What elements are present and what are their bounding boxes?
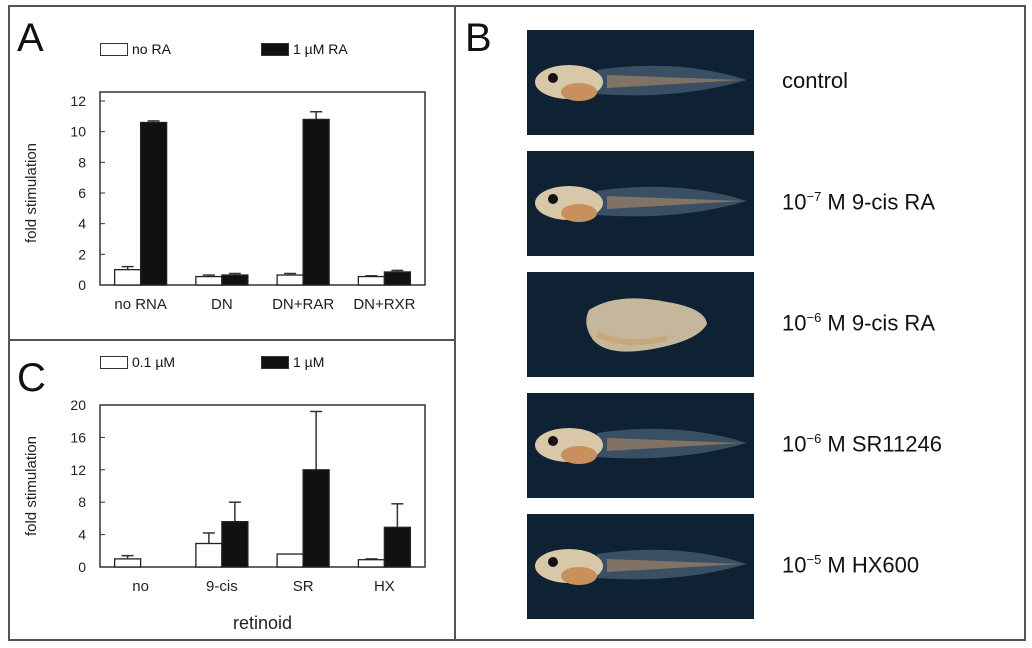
y-tick-label: 4 [78,527,86,543]
label-base: 10 [782,431,807,457]
bar-no-RA-DN [195,275,223,286]
y-tick-label: 12 [70,93,86,109]
deformed-tadpole-icon [586,298,707,352]
bar-1-µM-SR [302,469,330,568]
x-tick-label: no [132,578,149,595]
legend-a-no-ra: no RA [100,41,171,57]
label-treatment: M 9-cis RA [821,189,935,215]
plot-frame [99,91,426,286]
tadpole-photo [527,151,754,256]
bar-0.1-µM-no [113,558,142,568]
x-tick-label: 9-cis [206,578,238,595]
bar-0.1-µM-9-cis [195,542,223,568]
tadpole-icon [535,549,747,585]
bar-1-µM-RA-DN+RXR [383,271,412,286]
y-tick-label: 2 [78,246,86,262]
x-tick-label: HX [374,578,395,595]
tadpole-photo [527,30,754,135]
plot-frame [99,404,426,568]
x-tick-label: DN [211,296,233,313]
x-tick-label: DN+RAR [272,296,334,313]
y-tick-label: 10 [70,124,86,140]
legend-label: 0.1 µM [132,354,176,370]
photo-label: 10−6 M 9-cis RA [782,310,935,336]
legend-label: 1 µM [293,354,325,370]
label-exponent: −5 [806,552,822,567]
photo-label: 10−6 M SR11246 [782,431,942,457]
chart-c: 0 4 8 12 16 20 fold stimulation no 9-cis SR HX reti… [23,397,426,633]
x-tick-label: SR [293,578,314,595]
legend-label: 1 µM RA [293,41,348,57]
panel-divider-horizontal [8,339,455,341]
panel-b-letter: B [465,16,492,60]
label-exponent: −6 [806,431,822,446]
bar-0.1-µM-HX [357,559,386,568]
panel-c-letter: C [17,356,46,400]
bar-no-RA-DN+RXR [357,275,386,286]
y-tick-label: 4 [78,216,86,232]
panel-divider-vertical [454,5,456,641]
x-axis-label: retinoid [233,613,292,633]
bar-no-RA-no RNA [113,269,142,286]
legend-label: no RA [132,41,171,57]
legend-swatch-black [261,42,289,56]
label-base: 10 [782,189,807,215]
y-tick-label: 12 [70,462,86,478]
bar-0.1-µM-SR [276,553,304,568]
tadpole-photo [527,272,754,377]
bar-no-RA-DN+RAR [276,274,304,286]
y-tick-label: 8 [78,154,86,170]
chart-a: 0 2 4 6 8 10 12 fold stimulation no RNA DN DN+RAR D… [23,91,426,313]
x-tick-label: no RNA [114,296,167,313]
y-tick-label: 0 [78,559,86,575]
label-treatment: M 9-cis RA [821,310,935,336]
legend-swatch-white [100,42,128,56]
label-exponent: −6 [806,310,822,325]
panel-a-letter: A [17,16,44,60]
bar-1-µM-RA-DN+RAR [302,118,330,286]
tadpole-icon [535,186,747,222]
legend-c-0.1um: 0.1 µM [100,354,175,370]
legend-swatch-black [261,355,289,369]
label-exponent: −7 [806,189,822,204]
y-tick-label: 16 [70,429,86,445]
bar-1-µM-RA-DN [221,274,249,286]
legend-c-1um: 1 µM [261,354,324,370]
y-tick-label: 0 [78,277,86,293]
bar-1-µM-HX [383,526,412,568]
tadpole-photo [527,393,754,498]
legend-swatch-white [100,355,128,369]
y-tick-label: 20 [70,397,86,413]
x-tick-label: DN+RXR [353,296,415,313]
label-treatment: M HX600 [821,552,920,578]
tadpole-photo [527,514,754,619]
label-treatment: M SR11246 [821,431,942,457]
tadpole-icon [535,428,747,464]
bar-1-µM-9-cis [221,520,249,568]
bar-1-µM-RA-no RNA [139,121,168,286]
figure-frame [8,5,1026,641]
photo-label: 10−7 M 9-cis RA [782,189,935,215]
y-axis-label: fold stimulation [23,143,40,243]
photo-label: 10−5 M HX600 [782,552,919,578]
legend-a-1um-ra: 1 µM RA [261,41,348,57]
y-axis-label: fold stimulation [23,436,40,536]
tadpole-icon [535,65,747,101]
y-tick-label: 6 [78,185,86,201]
y-tick-label: 8 [78,494,86,510]
label-base: 10 [782,310,807,336]
photo-label: control [782,68,849,93]
label-base: 10 [782,552,807,578]
